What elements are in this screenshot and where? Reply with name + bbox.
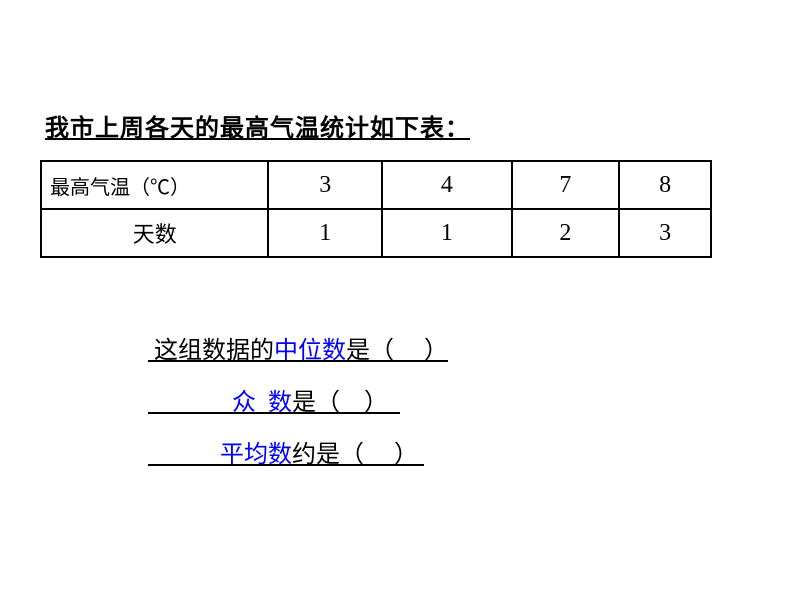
temperature-table: 最高气温（℃） 3 4 7 8 天数 1 1 2 3 bbox=[40, 160, 712, 258]
temp-value: 8 bbox=[619, 161, 711, 209]
q1-suffix: 是（ ） bbox=[346, 338, 448, 364]
day-count: 3 bbox=[619, 209, 711, 257]
q3-suffix: 约是（ ） bbox=[292, 442, 424, 468]
mode-label: 众 数 bbox=[232, 390, 292, 416]
day-count: 1 bbox=[268, 209, 382, 257]
mean-label: 平均数 bbox=[220, 442, 292, 468]
q2-prefix bbox=[148, 390, 232, 416]
question-median: 这组数据的中位数是（ ） bbox=[148, 325, 448, 377]
day-count: 1 bbox=[382, 209, 512, 257]
temp-value: 7 bbox=[512, 161, 620, 209]
temp-value: 3 bbox=[268, 161, 382, 209]
table-row: 最高气温（℃） 3 4 7 8 bbox=[41, 161, 711, 209]
header-temperature: 最高气温（℃） bbox=[41, 161, 268, 209]
day-count: 2 bbox=[512, 209, 620, 257]
question-mean: 平均数约是（ ） bbox=[148, 429, 448, 481]
q3-prefix bbox=[148, 442, 220, 468]
q2-suffix: 是（ ） bbox=[292, 390, 400, 416]
q1-prefix: 这组数据的 bbox=[148, 338, 274, 364]
temp-value: 4 bbox=[382, 161, 512, 209]
header-days: 天数 bbox=[41, 209, 268, 257]
page-title: 我市上周各天的最高气温统计如下表： bbox=[45, 108, 470, 143]
median-label: 中位数 bbox=[274, 338, 346, 364]
questions-block: 这组数据的中位数是（ ） 众 数是（ ） 平均数约是（ ） bbox=[148, 325, 448, 481]
table-row: 天数 1 1 2 3 bbox=[41, 209, 711, 257]
question-mode: 众 数是（ ） bbox=[148, 377, 448, 429]
